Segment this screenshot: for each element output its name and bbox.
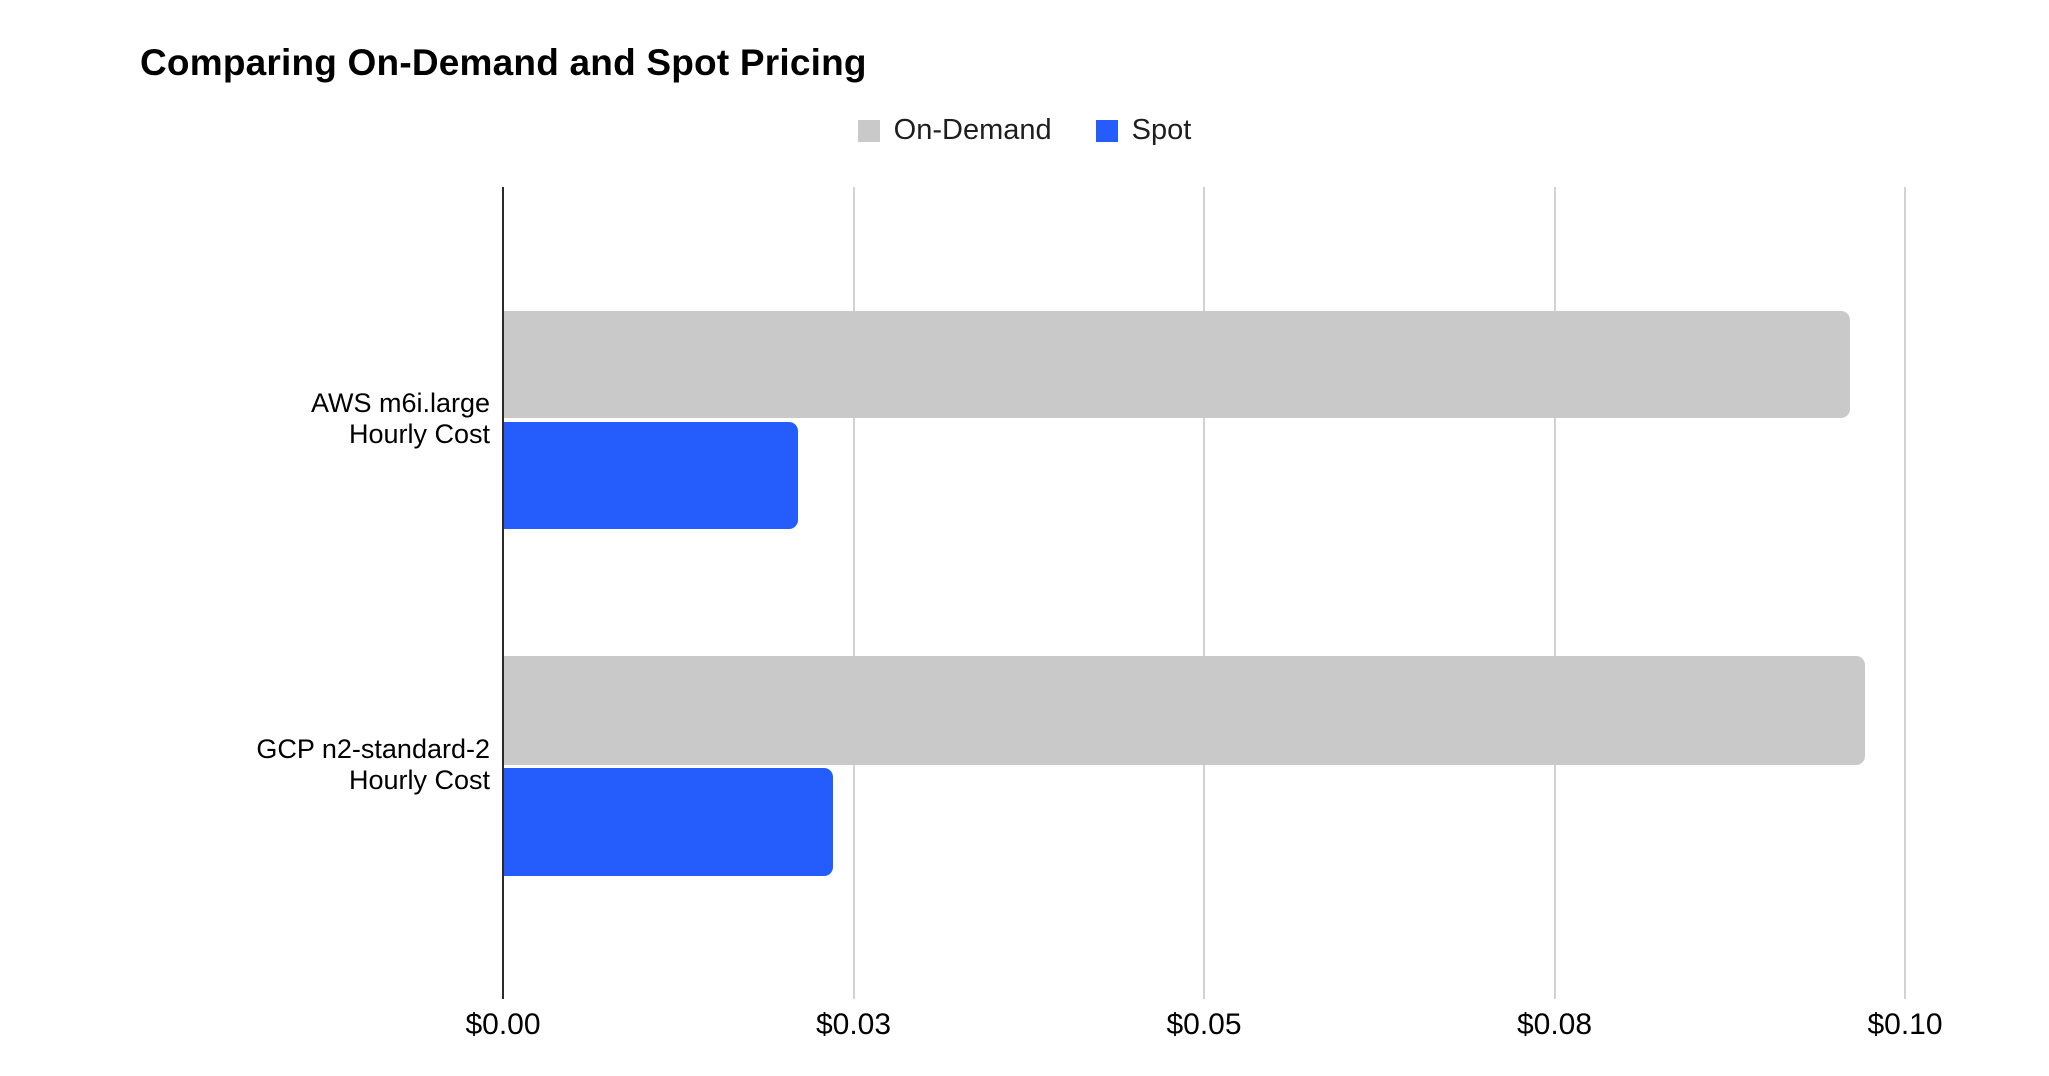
- on-demand-swatch-icon: [857, 119, 880, 142]
- vertical-gridline: [852, 187, 855, 999]
- legend: On-Demand Spot: [0, 114, 2049, 147]
- bar-aws-on-demand: [504, 311, 1850, 418]
- bar-gcp-on-demand: [504, 656, 1866, 765]
- legend-item-on-demand: On-Demand: [857, 114, 1052, 147]
- category-label-gcp: GCP n2-standard-2 Hourly Cost: [100, 734, 490, 796]
- category-label-aws-line1: AWS m6i.large: [310, 388, 490, 418]
- category-label-aws-line2: Hourly Cost: [348, 419, 490, 449]
- category-label-gcp-line2: Hourly Cost: [348, 765, 490, 795]
- x-tick-label: $0.08: [1516, 1008, 1593, 1041]
- bar-gcp-spot: [504, 768, 834, 876]
- legend-label-on-demand: On-Demand: [893, 114, 1052, 146]
- chart-title: Comparing On-Demand and Spot Pricing: [140, 42, 867, 83]
- bar-aws-spot: [504, 422, 799, 529]
- x-tick-label: $0.10: [1867, 1008, 1943, 1041]
- legend-label-spot: Spot: [1131, 114, 1192, 146]
- vertical-gridline: [1904, 187, 1906, 999]
- category-label-aws: AWS m6i.large Hourly Cost: [100, 388, 490, 450]
- zero-axis-line: [502, 187, 504, 999]
- x-axis-labels: $0.00 $0.03 $0.05 $0.08 $0.10: [465, 1008, 1942, 1048]
- category-label-gcp-line1: GCP n2-standard-2: [256, 734, 490, 764]
- plot-area: [502, 187, 1906, 999]
- legend-item-spot: Spot: [1095, 114, 1192, 147]
- vertical-gridline: [1553, 187, 1556, 999]
- x-tick-label: $0.03: [815, 1008, 892, 1041]
- x-tick-label: $0.05: [1166, 1008, 1242, 1041]
- spot-swatch-icon: [1095, 119, 1118, 142]
- x-tick-label: $0.00: [465, 1008, 541, 1041]
- vertical-gridline: [1203, 187, 1205, 999]
